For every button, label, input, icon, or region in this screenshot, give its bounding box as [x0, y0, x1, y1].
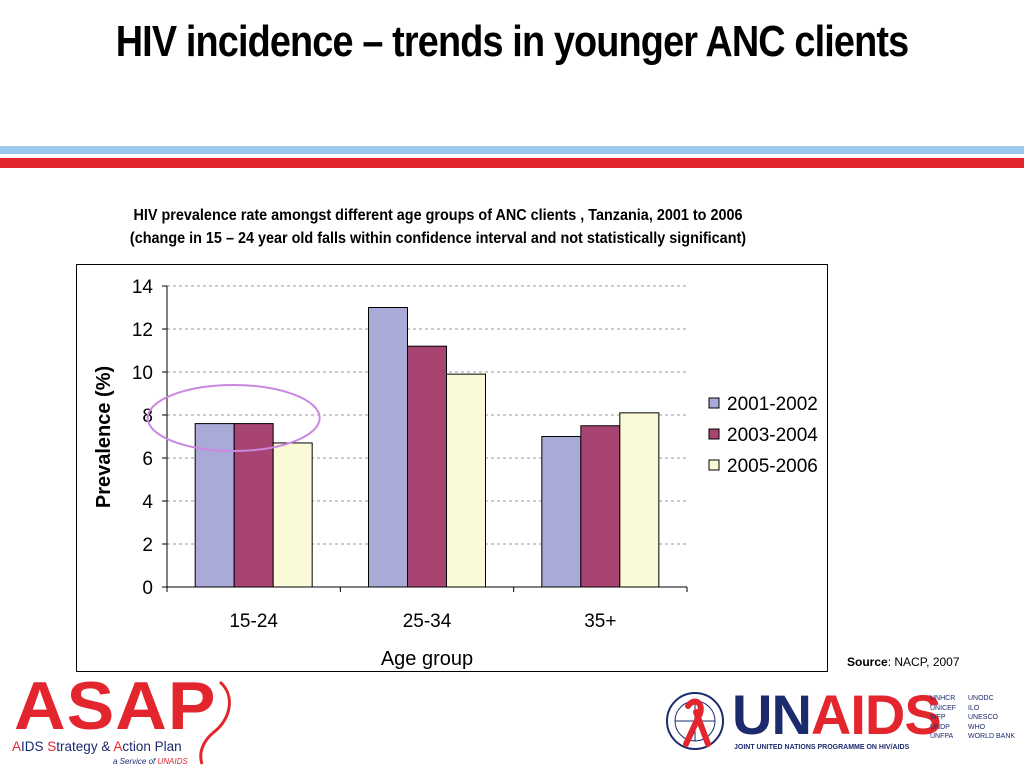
unaids-logo: UNAIDS JOINT UNITED NATIONS PROGRAMME ON…: [662, 684, 1024, 768]
bar-2001-2002-25-34: [368, 307, 408, 588]
cosponsor-unicef: UNICEF: [930, 704, 957, 712]
asap-ribbon-icon: [199, 680, 231, 765]
header-stripe-blue: [0, 146, 1024, 154]
y-tick-label: 0: [142, 578, 153, 599]
asap-wordmark: ASAP: [14, 668, 217, 744]
chart-frame: 0 2 4 6 8 10 12 14 15-24 25-34 35+ Age group Prevale…: [76, 264, 828, 672]
bar-2005-2006-15-24: [272, 442, 313, 588]
legend-label: 2003-2004: [727, 425, 818, 446]
y-tick-label: 14: [132, 277, 154, 298]
chart-caption: HIV prevalence rate amongst different ag…: [80, 204, 796, 250]
bar-2001-2002-35+: [541, 436, 582, 588]
chart-caption-line-1: HIV prevalence rate amongst different ag…: [133, 207, 743, 224]
asap-tagline: AIDS Strategy & Action Plan: [12, 739, 182, 754]
unaids-tagline: JOINT UNITED NATIONS PROGRAMME ON HIV/AI…: [734, 744, 910, 751]
unaids-wordmark: UNAIDS: [732, 683, 942, 746]
slide-title: HIV incidence – trends in younger ANC cl…: [115, 17, 909, 66]
x-tick-label: 15-24: [229, 611, 278, 632]
x-tick-label: 25-34: [403, 611, 452, 632]
legend-label: 2005-2006: [727, 456, 818, 477]
y-tick-label: 10: [132, 363, 153, 384]
source-label: Source: [847, 655, 888, 669]
cosponsor-unhcr: UNHCR: [930, 695, 956, 702]
legend-label: 2001-2002: [727, 394, 818, 415]
bar-2005-2006-25-34: [446, 373, 486, 588]
asap-service-note: a Service of UNAIDS: [113, 757, 188, 766]
y-tick-label: 6: [142, 449, 153, 470]
cosponsor-undp: UNDP: [930, 723, 950, 731]
y-tick-label: 12: [132, 320, 153, 341]
chart-caption-line-2: (change in 15 – 24 year old falls within…: [129, 230, 747, 247]
legend-swatch: [708, 459, 720, 471]
y-tick-label: 2: [142, 535, 153, 556]
cosponsor-world-bank: WORLD BANK: [968, 733, 1016, 740]
legend-swatch: [708, 428, 720, 440]
cosponsor-unesco: UNESCO: [968, 714, 998, 721]
cosponsor-unodc: UNODC: [968, 695, 994, 702]
bar-2003-2004-35+: [580, 425, 621, 588]
asap-logo: ASAP AIDS Strategy & Action Plan a Servi…: [8, 668, 238, 768]
source-note: Source: NACP, 2007: [847, 655, 960, 669]
y-tick-label: 4: [142, 492, 153, 513]
legend-swatch: [708, 397, 720, 409]
header-stripe-red: [0, 158, 1024, 168]
cosponsor-ilo: ILO: [968, 704, 980, 712]
cosponsor-who: WHO: [968, 723, 986, 731]
bar-2003-2004-25-34: [407, 345, 447, 588]
cosponsor-unfpa: UNFPA: [930, 733, 954, 740]
cosponsor-wfp: WFP: [930, 714, 946, 721]
bar-2005-2006-35+: [619, 412, 660, 588]
x-axis-title: Age group: [381, 648, 473, 670]
highlight-ellipse: [146, 384, 321, 452]
x-tick-label: 35+: [584, 611, 616, 632]
y-axis-title: Prevalence (%): [93, 366, 115, 508]
cosponsor-list: UNHCR UNODC UNICEF ILO WFP UNESCO UNDP WHO UNFPA…: [930, 694, 1024, 742]
un-emblem-icon: [666, 692, 724, 750]
source-text: : NACP, 2007: [887, 655, 960, 669]
